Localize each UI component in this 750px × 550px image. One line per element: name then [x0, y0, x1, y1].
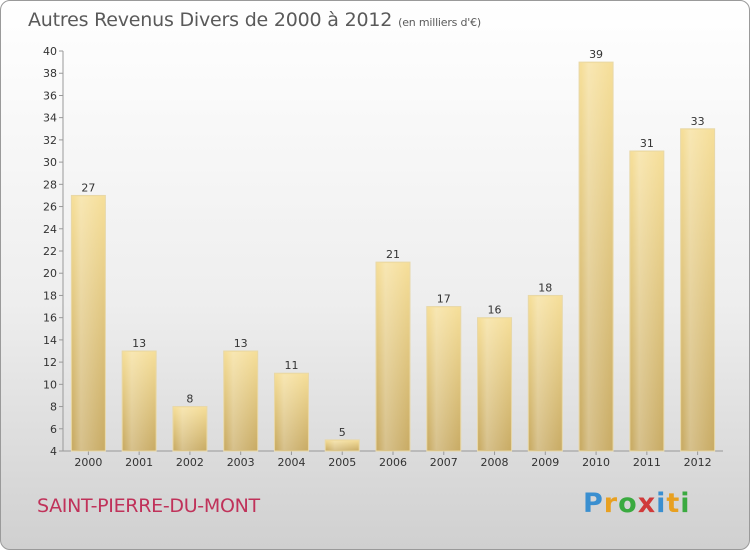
- value-label: 13: [234, 337, 248, 350]
- value-label: 11: [284, 359, 298, 372]
- value-label: 13: [132, 337, 146, 350]
- y-tick-label: 12: [43, 356, 57, 369]
- value-label: 21: [386, 248, 400, 261]
- chart-title-text: Autres Revenus Divers de 2000 à 2012: [28, 9, 393, 31]
- x-tick-label: 2005: [328, 456, 356, 469]
- x-tick-label: 2000: [74, 456, 102, 469]
- bar-highlight: [73, 196, 104, 450]
- logo-letter: i: [656, 488, 667, 519]
- y-tick-label: 36: [43, 89, 57, 102]
- x-tick-label: 2008: [481, 456, 509, 469]
- value-label: 8: [186, 393, 193, 406]
- bar-2006: [375, 261, 411, 452]
- bar-highlight: [276, 374, 307, 450]
- proxiti-logo: Proxiti: [583, 488, 691, 519]
- bar-2000: [70, 194, 106, 452]
- logo-letter: x: [637, 488, 657, 519]
- y-tick-label: 32: [43, 134, 57, 147]
- bar-2011: [629, 150, 665, 452]
- value-label: 31: [640, 137, 654, 150]
- x-tick-label: 2009: [531, 456, 559, 469]
- y-tick-label: 38: [43, 67, 57, 80]
- logo-letter: o: [618, 488, 638, 519]
- y-tick-label: 6: [50, 423, 57, 436]
- value-label: 16: [488, 304, 502, 317]
- bar-highlight: [174, 407, 205, 450]
- bars: [70, 61, 716, 452]
- y-tick-label: 34: [43, 112, 57, 125]
- x-tick-label: 2011: [633, 456, 661, 469]
- x-tick-label: 2012: [684, 456, 712, 469]
- x-tick-label: 2003: [227, 456, 255, 469]
- y-tick-label: 40: [43, 45, 57, 58]
- bar-2007: [426, 306, 462, 452]
- x-tick-label: 2007: [430, 456, 458, 469]
- value-label: 39: [589, 48, 603, 61]
- logo-letter: r: [603, 488, 619, 519]
- bar-highlight: [428, 307, 459, 450]
- bar-highlight: [225, 352, 256, 450]
- y-tick-label: 22: [43, 245, 57, 258]
- value-label: 27: [81, 181, 95, 194]
- y-tick-label: 18: [43, 289, 57, 302]
- bar-highlight: [479, 318, 510, 450]
- value-label: 33: [691, 115, 705, 128]
- bar-2008: [477, 317, 513, 452]
- bar-highlight: [631, 152, 662, 450]
- bar-2004: [273, 372, 309, 452]
- y-tick-label: 20: [43, 267, 57, 280]
- bar-2003: [223, 350, 259, 452]
- y-tick-label: 16: [43, 312, 57, 325]
- logo-letter: P: [583, 488, 604, 519]
- bar-2012: [680, 128, 716, 452]
- bar-highlight: [378, 263, 408, 450]
- x-tick-label: 2010: [582, 456, 610, 469]
- x-tick-label: 2001: [125, 456, 153, 469]
- y-tick-label: 4: [50, 445, 57, 458]
- labels: 27 13 8 13 11 5 21 17 16 18 39 31 33: [81, 48, 704, 439]
- x-tick-label: 2002: [176, 456, 204, 469]
- value-label: 17: [437, 293, 451, 306]
- bar-highlight: [581, 63, 612, 450]
- y-tick-label: 14: [43, 334, 57, 347]
- y-tick-label: 30: [43, 156, 57, 169]
- bar-2002: [172, 406, 208, 452]
- chart-title: Autres Revenus Divers de 2000 à 2012 (en …: [28, 9, 481, 31]
- y-tick-label: 28: [43, 178, 57, 191]
- y-tick-label: 8: [50, 401, 57, 414]
- x-tick-label: 2004: [277, 456, 305, 469]
- value-label: 5: [339, 426, 346, 439]
- place-name: SAINT-PIERRE-DU-MONT: [37, 495, 260, 517]
- y-tick-label: 10: [43, 378, 57, 391]
- y-tick-label: 26: [43, 201, 57, 214]
- bar-highlight: [327, 440, 358, 450]
- logo-letter: t: [666, 488, 681, 519]
- x-tick-label: 2006: [379, 456, 407, 469]
- y-tick-label: 24: [43, 223, 57, 236]
- bar-2010: [578, 61, 614, 452]
- bar-highlight: [682, 129, 713, 450]
- bar-2001: [121, 350, 157, 452]
- value-label: 18: [538, 281, 552, 294]
- bar-2009: [527, 294, 563, 452]
- bar-highlight: [124, 352, 155, 450]
- chart-unit-label: (en milliers d'€): [398, 16, 482, 29]
- logo-letter: i: [680, 488, 691, 519]
- bar-2005: [324, 439, 360, 452]
- bar-highlight: [530, 296, 561, 450]
